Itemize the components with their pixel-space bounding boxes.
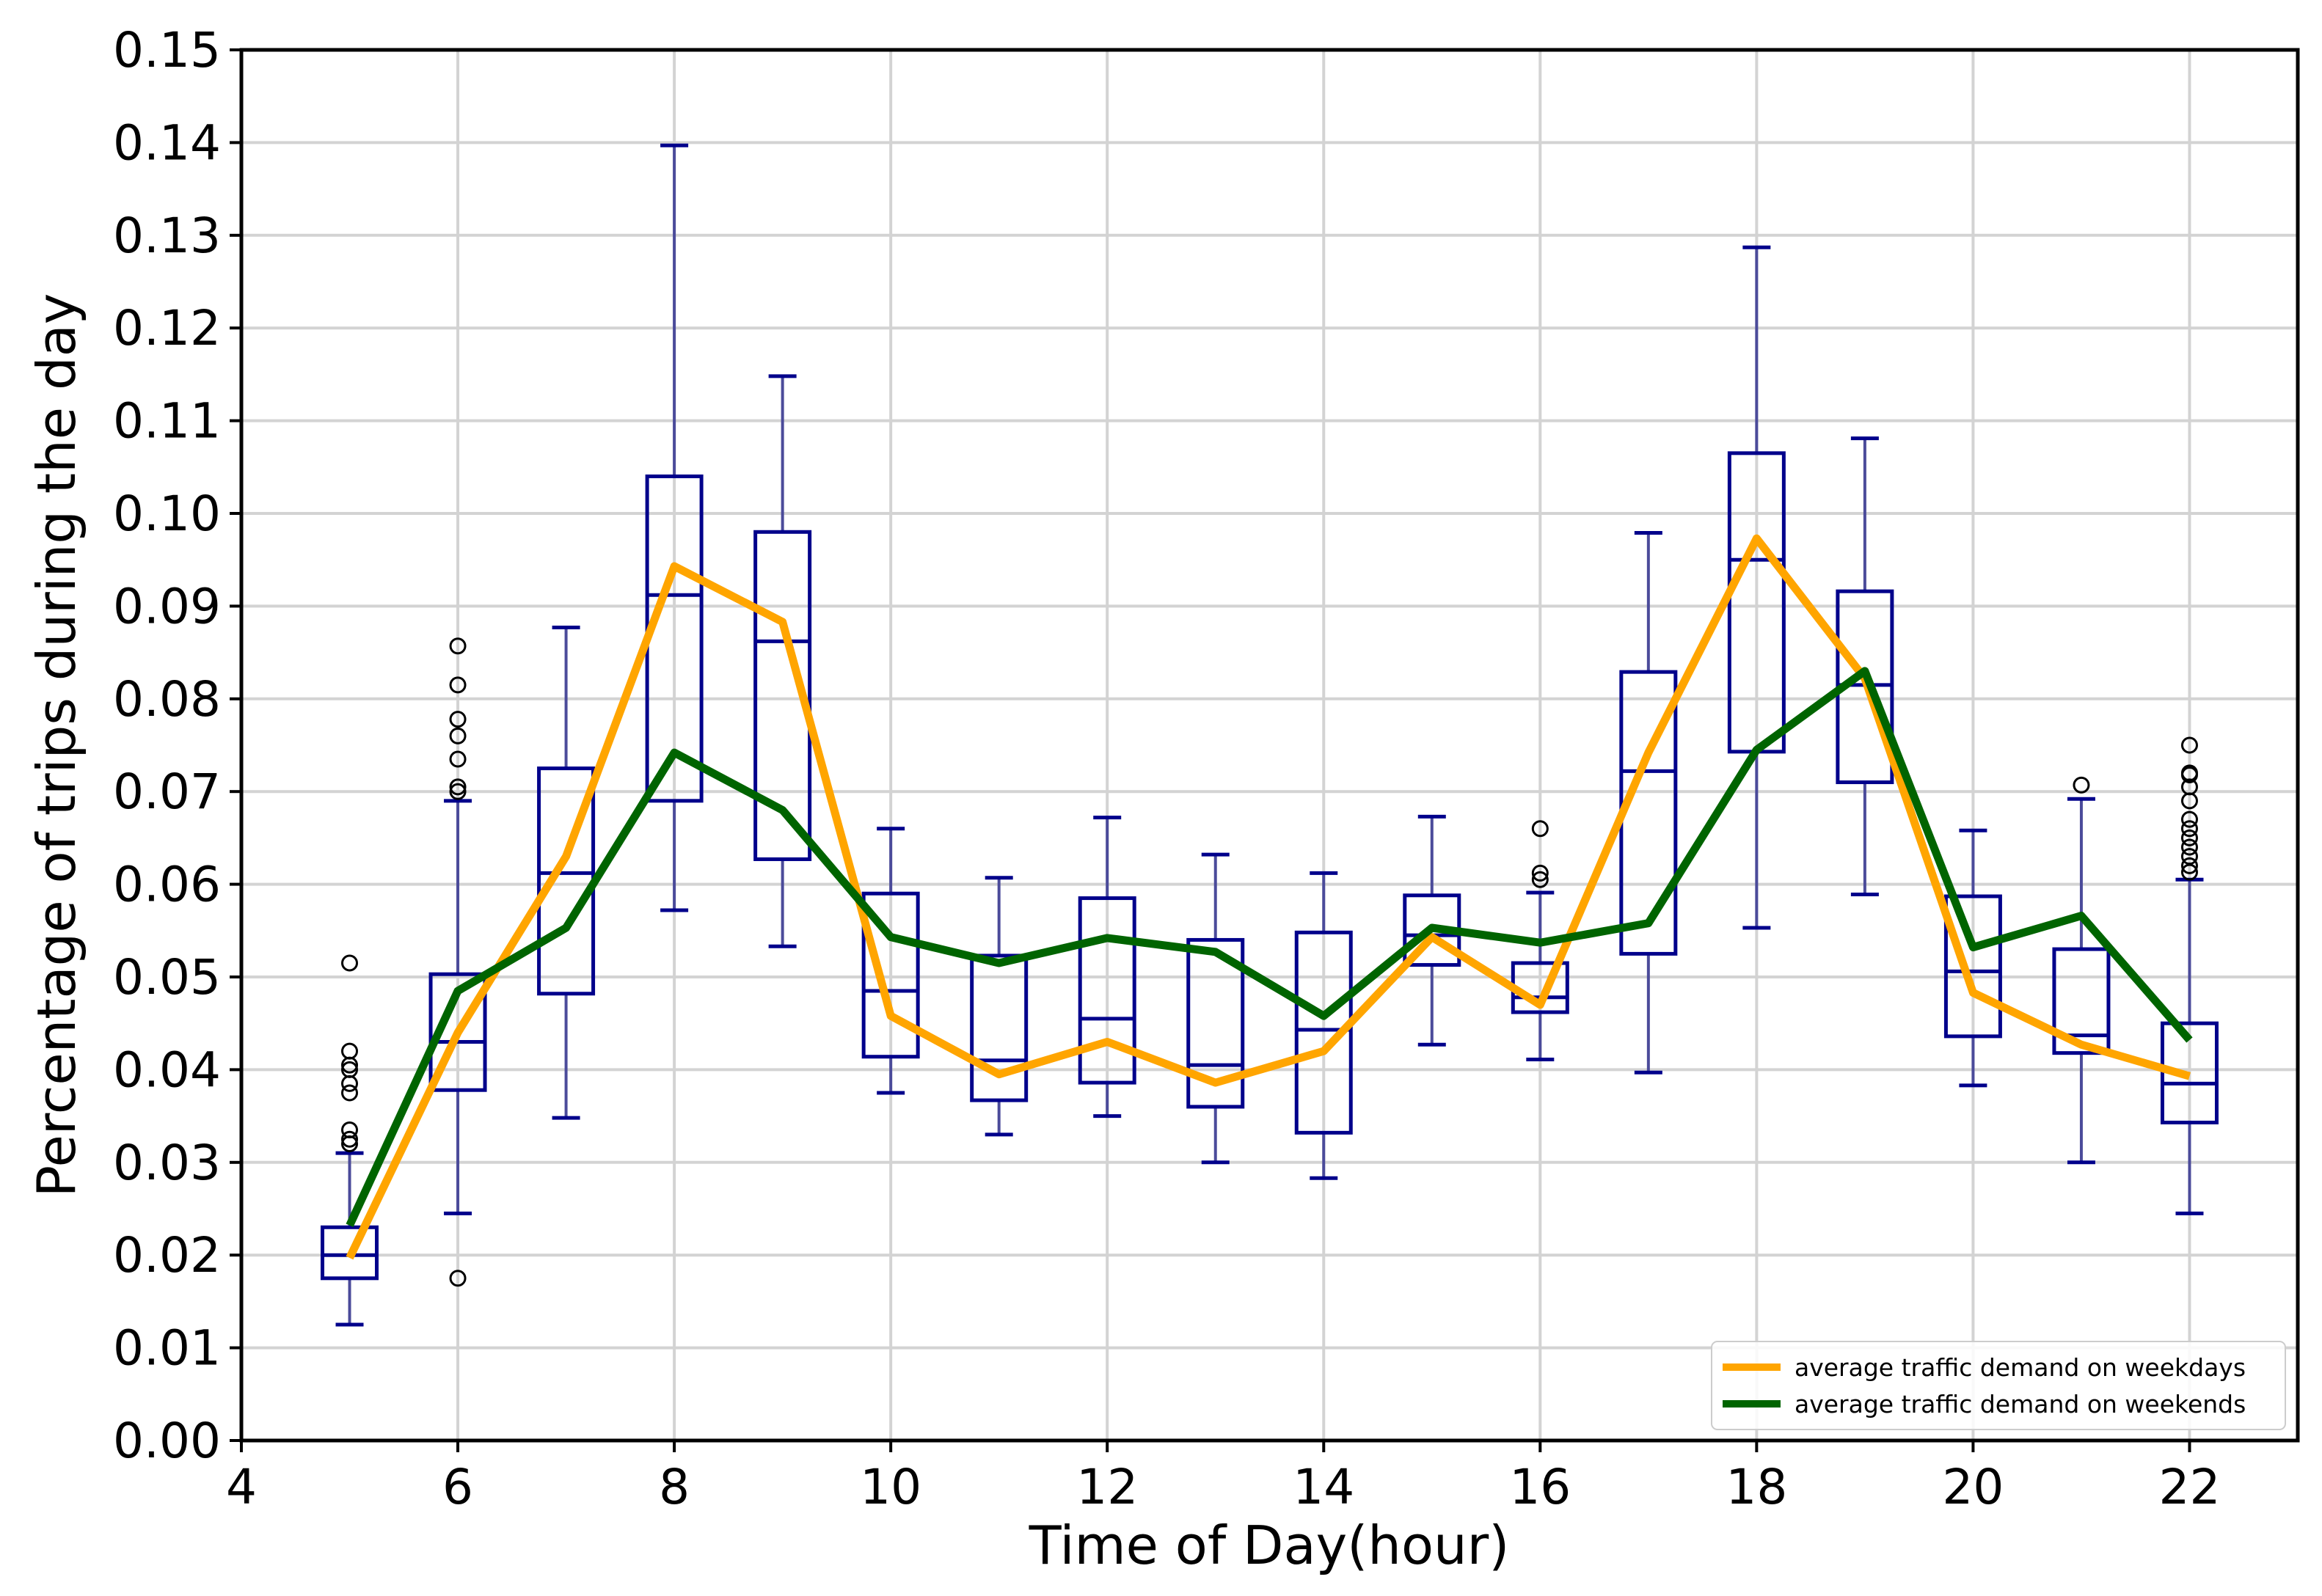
x-tick-label-10: 10 <box>860 1459 921 1515</box>
y-tick-label-0.05: 0.05 <box>113 949 221 1006</box>
box-iqr <box>970 953 1029 1102</box>
box-outlier <box>2180 764 2198 782</box>
x-tick-label-4: 4 <box>226 1459 257 1515</box>
y-tick-label-0.11: 0.11 <box>113 393 221 450</box>
y-axis-title: Percentage of trips during the day <box>26 293 87 1198</box>
box-iqr <box>1294 930 1353 1135</box>
box-outlier <box>341 1130 359 1148</box>
box-outlier <box>2180 829 2198 846</box>
y-tick-label-0.08: 0.08 <box>113 671 221 728</box>
box-outlier <box>2180 848 2198 865</box>
box-hour-14 <box>1294 871 1353 1180</box>
x-tick-label-16: 16 <box>1509 1459 1571 1515</box>
box-outlier <box>449 750 467 768</box>
box-outlier <box>2180 810 2198 828</box>
legend-label-weekdays: average traffic demand on weekdays <box>1795 1353 2246 1382</box>
box-iqr <box>2160 1021 2219 1124</box>
y-tick-label-0.01: 0.01 <box>113 1320 221 1377</box>
box-outlier <box>449 727 467 744</box>
box-outlier <box>1531 864 1549 882</box>
y-tick-label-0.10: 0.10 <box>113 486 221 542</box>
y-tick-label-0.07: 0.07 <box>113 764 221 820</box>
y-tick-label-0.15: 0.15 <box>113 22 221 78</box>
x-tick-label-12: 12 <box>1076 1459 1138 1515</box>
x-tick-label-6: 6 <box>442 1459 473 1515</box>
x-tick-label-14: 14 <box>1293 1459 1354 1515</box>
box-hour-20 <box>1943 828 2002 1088</box>
box-iqr <box>753 530 812 861</box>
box-outlier <box>1531 871 1549 888</box>
box-hour-9 <box>753 374 812 948</box>
box-outlier <box>449 778 467 796</box>
series-line-weekdays <box>346 534 2191 1260</box>
box-iqr <box>1078 896 1136 1085</box>
box-hour-21 <box>2052 776 2111 1165</box>
box-iqr <box>1943 894 2002 1039</box>
y-tick-label-0.12: 0.12 <box>113 300 221 356</box>
box-iqr <box>428 972 487 1092</box>
plot-frame <box>239 48 2300 1443</box>
average-lines <box>346 534 2193 1260</box>
box-outlier <box>341 954 359 972</box>
box-outlier <box>341 1121 359 1139</box>
box-plots <box>321 143 2219 1327</box>
y-tick-label-0.06: 0.06 <box>113 857 221 913</box>
box-hour-6 <box>428 637 487 1287</box>
y-tick-label-0.00: 0.00 <box>113 1413 221 1469</box>
y-tick-label-0.04: 0.04 <box>113 1042 221 1098</box>
axes: 4 6 8 10 12 14 16 18 20 22 0.00 0.01 0.02 0.03 0.04 0.0… <box>113 22 2220 1515</box>
legend-label-weekends: average traffic demand on weekends <box>1795 1390 2246 1419</box>
box-outlier <box>341 1042 359 1060</box>
x-tick-label-18: 18 <box>1726 1459 1787 1515</box>
box-outlier <box>449 783 467 800</box>
x-tick-label-20: 20 <box>1942 1459 2004 1515</box>
box-outlier <box>2180 838 2198 856</box>
box-outlier <box>449 1270 467 1287</box>
grid <box>241 48 2298 1441</box>
box-hour-11 <box>970 876 1029 1137</box>
box-outlier <box>341 1084 359 1102</box>
y-tick-label-0.03: 0.03 <box>113 1135 221 1191</box>
box-outlier <box>341 1061 359 1078</box>
y-tick-label-0.09: 0.09 <box>113 578 221 634</box>
box-outlier <box>449 711 467 728</box>
box-hour-22 <box>2160 736 2219 1215</box>
legend-frame <box>1711 1341 2286 1430</box>
box-outlier <box>2073 776 2090 794</box>
series-line-weekends <box>346 667 2193 1228</box>
x-tick-label-22: 22 <box>2158 1459 2220 1515</box>
legend: average traffic demand on weekdays avera… <box>1711 1341 2286 1430</box>
box-outlier <box>1531 820 1549 838</box>
box-iqr <box>1186 937 1245 1109</box>
box-iqr <box>321 1225 379 1281</box>
box-hour-12 <box>1078 816 1136 1119</box>
box-hour-5 <box>321 954 379 1327</box>
box-outlier <box>2180 736 2198 754</box>
y-tick-label-0.14: 0.14 <box>113 114 221 171</box>
box-hour-10 <box>861 827 920 1095</box>
y-tick-label-0.13: 0.13 <box>113 208 221 264</box>
x-tick-label-8: 8 <box>659 1459 690 1515</box>
box-outlier <box>449 676 467 694</box>
y-tick-label-0.02: 0.02 <box>113 1227 221 1284</box>
box-iqr <box>2052 947 2111 1055</box>
box-iqr <box>861 891 920 1059</box>
box-outlier <box>2180 857 2198 874</box>
x-axis-title: Time of Day(hour) <box>1029 1515 1510 1576</box>
box-outlier <box>449 637 467 655</box>
box-hour-13 <box>1186 852 1245 1165</box>
box-outlier <box>2180 820 2198 838</box>
